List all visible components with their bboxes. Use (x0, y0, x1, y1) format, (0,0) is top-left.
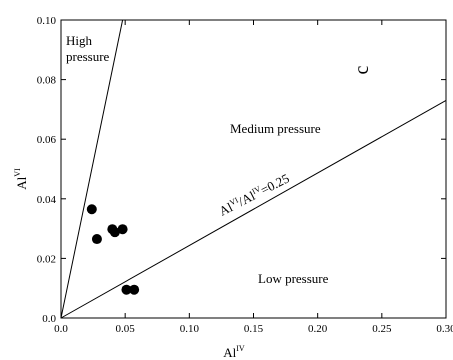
y-axis-title: AlVI (13, 168, 29, 190)
x-axis-title-base: Al (223, 345, 236, 360)
data-point (118, 224, 128, 234)
x-tick-label: 0.05 (116, 323, 136, 335)
y-tick-label: 0.06 (37, 134, 57, 146)
x-tick-label: 0.15 (244, 323, 264, 335)
x-tick-label: 0.20 (308, 323, 328, 335)
x-tick-label: 0.25 (372, 323, 392, 335)
high-medium-boundary-line (61, 20, 123, 318)
x-axis-title-sup: IV (236, 344, 245, 353)
y-tick-label: 0.04 (37, 194, 57, 206)
x-tick-label: 0.10 (180, 323, 200, 335)
data-point (87, 204, 97, 214)
y-axis-title-sup: VI (13, 168, 22, 177)
x-tick-label: 0.30 (436, 323, 453, 335)
x-tick-label: 0.0 (54, 323, 68, 335)
ratio-label-value: =0.25 (258, 171, 292, 198)
region-label-high-line1: High (66, 33, 93, 48)
data-points (87, 204, 139, 294)
panel-letter: c (351, 65, 373, 74)
y-tick-label: 0.0 (42, 313, 56, 325)
region-label-high-line2: pressure (66, 49, 110, 64)
data-point (129, 285, 139, 295)
region-label-medium: Medium pressure (230, 121, 321, 136)
y-tick-label: 0.08 (37, 75, 57, 87)
plot-frame (61, 20, 446, 318)
y-tick-label: 0.02 (37, 253, 56, 265)
x-axis-title: AlIV (223, 344, 245, 360)
y-axis-title-base: Al (14, 176, 29, 189)
y-tick-label: 0.10 (37, 15, 57, 27)
region-label-low: Low pressure (258, 271, 329, 286)
data-point (92, 234, 102, 244)
